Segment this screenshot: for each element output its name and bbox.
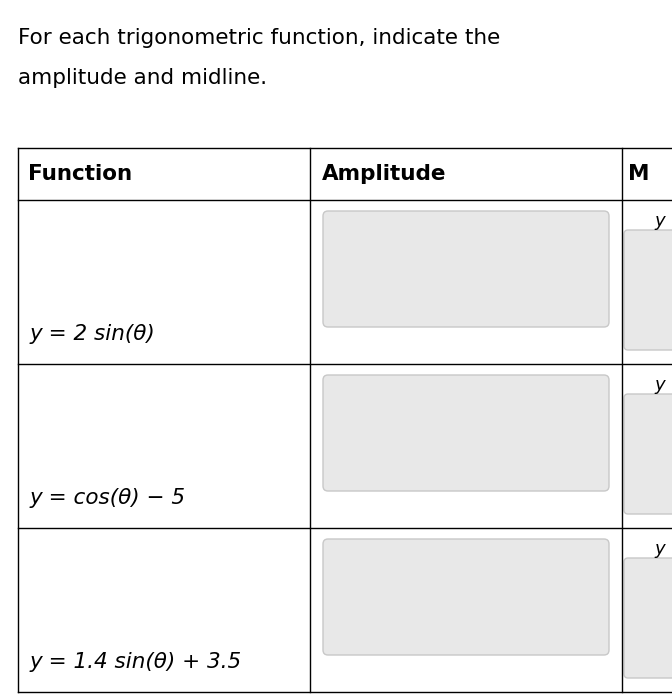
Text: Amplitude: Amplitude: [322, 164, 446, 184]
Text: y: y: [655, 212, 665, 230]
Text: y = 2 sin(θ): y = 2 sin(θ): [30, 324, 156, 344]
FancyBboxPatch shape: [323, 375, 609, 491]
Text: For each trigonometric function, indicate the: For each trigonometric function, indicat…: [18, 28, 500, 48]
FancyBboxPatch shape: [624, 394, 672, 514]
Text: amplitude and midline.: amplitude and midline.: [18, 68, 267, 88]
Text: y: y: [655, 376, 665, 394]
Text: y: y: [655, 540, 665, 558]
FancyBboxPatch shape: [624, 558, 672, 678]
Text: M: M: [628, 164, 650, 184]
Text: Function: Function: [28, 164, 132, 184]
Text: y = cos(θ) − 5: y = cos(θ) − 5: [30, 488, 186, 508]
Text: y = 1.4 sin(θ) + 3.5: y = 1.4 sin(θ) + 3.5: [30, 652, 242, 672]
FancyBboxPatch shape: [624, 230, 672, 350]
FancyBboxPatch shape: [323, 539, 609, 655]
FancyBboxPatch shape: [323, 211, 609, 327]
